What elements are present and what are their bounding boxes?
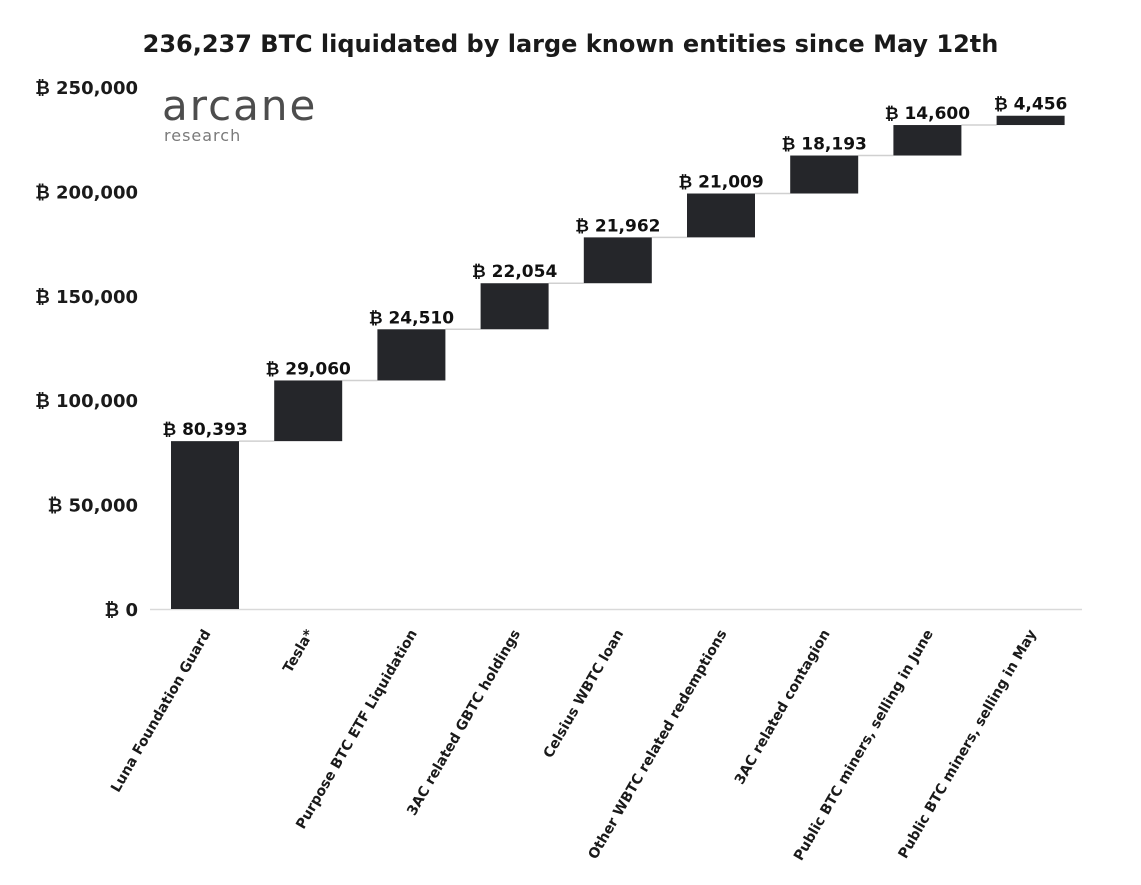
data-label: ₿ 14,600 bbox=[885, 104, 971, 124]
x-axis: Luna Foundation Guard Tesla*Purpose BTC E… bbox=[108, 626, 1040, 863]
connectors bbox=[239, 124, 997, 442]
y-tick-label: ₿ 50,000 bbox=[48, 496, 138, 517]
logo-subtitle: research bbox=[164, 126, 242, 145]
x-tick-label: 3AC related contagion bbox=[732, 627, 834, 787]
x-tick-label: Tesla* bbox=[280, 626, 318, 675]
data-labels: ₿ 80,393 ₿ 29,060 ₿ 24,510 ₿ 22,054 ₿ 21,962… bbox=[162, 95, 1067, 440]
data-label: ₿ 21,962 bbox=[575, 216, 660, 236]
y-tick-label: ₿ 100,000 bbox=[35, 391, 138, 412]
data-label: ₿ 80,393 bbox=[162, 420, 247, 440]
bar bbox=[480, 283, 549, 330]
data-label: ₿ 18,193 bbox=[782, 135, 867, 155]
x-tick-label: Celsius WBTC loan bbox=[541, 627, 628, 761]
data-label: ₿ 24,510 bbox=[369, 308, 455, 328]
data-label: ₿ 21,009 bbox=[678, 173, 763, 193]
bars bbox=[171, 115, 1065, 609]
data-label: ₿ 22,054 bbox=[472, 262, 558, 282]
bar bbox=[171, 441, 239, 609]
y-tick-label: ₿ 250,000 bbox=[35, 78, 138, 99]
bar bbox=[274, 380, 343, 442]
bar bbox=[996, 115, 1065, 126]
bar bbox=[893, 125, 962, 156]
chart-title: 236,237 BTC liquidated by large known en… bbox=[142, 30, 999, 58]
y-tick-label: ₿ 150,000 bbox=[35, 287, 138, 308]
data-label: ₿ 29,060 bbox=[266, 359, 352, 379]
bar bbox=[377, 329, 446, 381]
x-tick-label: Purpose BTC ETF Liquidation bbox=[293, 627, 421, 832]
y-tick-label: ₿ 200,000 bbox=[35, 182, 138, 203]
bar bbox=[583, 237, 652, 284]
x-tick-label: 3AC related GBTC holdings bbox=[404, 627, 524, 818]
bar bbox=[687, 193, 755, 238]
y-axis: ₿ 0 ₿ 50,000 ₿ 100,000 ₿ 150,000 ₿ 200,000 ₿ … bbox=[35, 78, 1082, 621]
y-tick-label: ₿ 0 bbox=[105, 600, 138, 621]
x-tick-label: Luna Foundation Guard bbox=[108, 627, 214, 795]
data-label: ₿ 4,456 bbox=[994, 95, 1068, 115]
logo-name: arcane bbox=[162, 81, 318, 130]
arcane-research-logo: arcane research bbox=[162, 81, 318, 146]
bar bbox=[790, 155, 859, 194]
